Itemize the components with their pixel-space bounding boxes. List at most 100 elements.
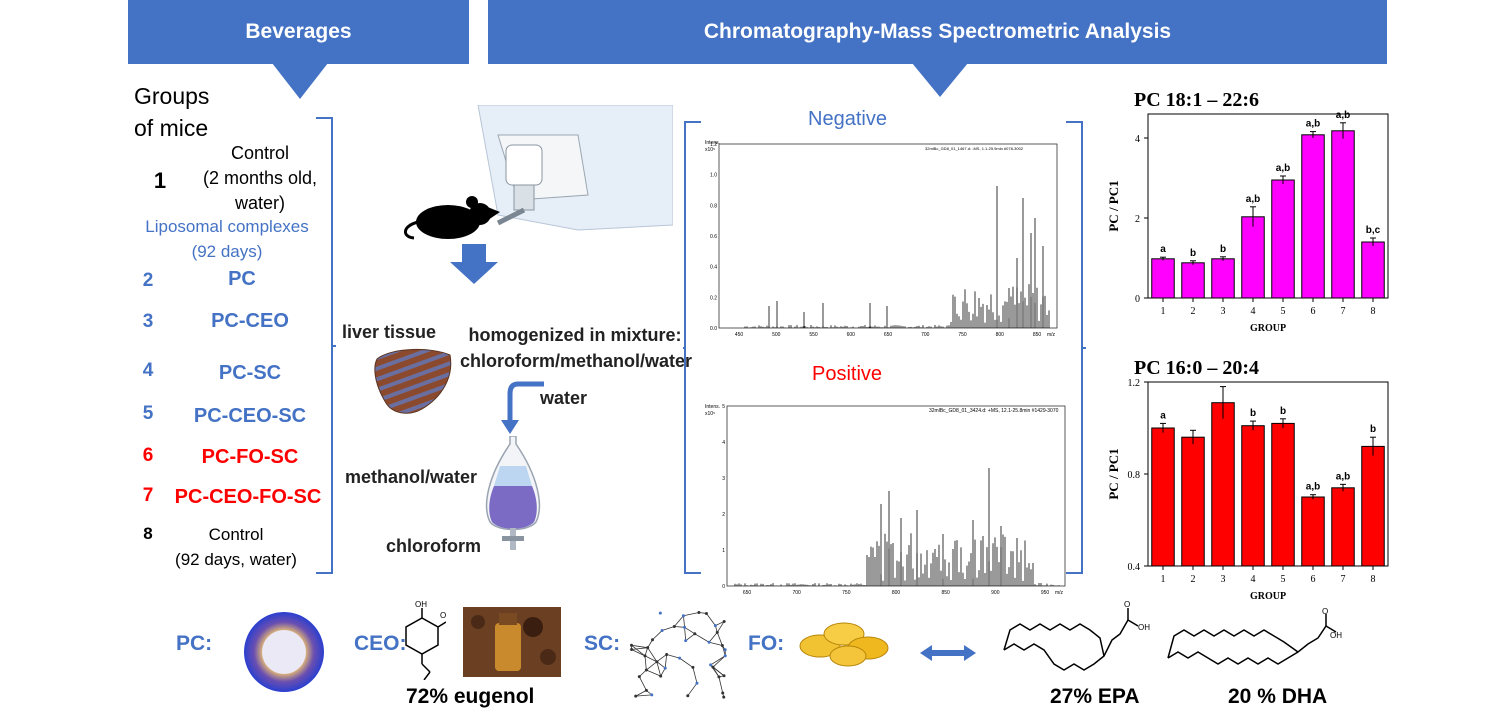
neg-xtick-label: 550 bbox=[809, 332, 818, 338]
chart-1-xtick-label: 6 bbox=[1311, 306, 1316, 317]
group-3-number: 3 bbox=[142, 311, 154, 332]
sc-atom bbox=[660, 629, 664, 633]
group-6-number: 6 bbox=[142, 445, 154, 466]
chart-2-xlabel: GROUP bbox=[1250, 591, 1286, 602]
epa-percent-label: 27% EPA bbox=[1050, 685, 1140, 708]
group-4-number: 4 bbox=[142, 360, 154, 381]
chart-2-xtick-label: 7 bbox=[1341, 574, 1346, 585]
sc-bond bbox=[639, 669, 647, 677]
sc-atom bbox=[711, 665, 715, 669]
sc-bond bbox=[647, 647, 658, 662]
sc-atom bbox=[715, 630, 719, 634]
sc-bond bbox=[687, 682, 698, 696]
analysis-title: Chromatography-Mass Spectrometric Analys… bbox=[703, 20, 1172, 43]
chart-2-xtick-label: 4 bbox=[1251, 574, 1256, 585]
chart-1-bar bbox=[1241, 216, 1265, 299]
sc-bond bbox=[683, 615, 685, 628]
water-bottle-image bbox=[477, 105, 673, 231]
group-5-label: PC-CEO-SC bbox=[193, 405, 307, 427]
chart-1-annotation: b,c bbox=[1366, 225, 1381, 236]
chart-1-ylabel: PC / PC1 bbox=[1106, 180, 1121, 231]
sc-atom bbox=[697, 611, 701, 615]
ceo-bottom-label: CEO: bbox=[354, 632, 407, 655]
chart-2-bar bbox=[1181, 436, 1205, 567]
sc-bond bbox=[661, 626, 675, 631]
pos-xtick-label: 850 bbox=[941, 590, 950, 596]
chart-1-annotation: b bbox=[1190, 248, 1196, 259]
sc-atom bbox=[709, 663, 713, 667]
chart-2-xtick-label: 3 bbox=[1221, 574, 1226, 585]
sc-bond bbox=[646, 661, 658, 671]
spectra-bracket-right bbox=[1066, 121, 1086, 574]
sc-bond bbox=[694, 633, 710, 643]
sc-atom bbox=[717, 675, 721, 679]
sc-bond bbox=[673, 615, 684, 627]
sc-atom bbox=[721, 691, 725, 695]
dha-o: O bbox=[1322, 608, 1328, 616]
neg-xtick-label: 450 bbox=[735, 332, 744, 338]
pos-header-label: 32mlBc_GD8_01_3424.d: +MS, 12.1-25.8min … bbox=[929, 408, 1059, 414]
chart-1-bar bbox=[1151, 258, 1175, 299]
positive-label: Positive bbox=[812, 363, 883, 385]
sc-atom bbox=[650, 693, 654, 697]
pos-xtick-label: 700 bbox=[792, 590, 801, 596]
chart-2-xtick-label: 6 bbox=[1311, 574, 1316, 585]
sc-atom bbox=[646, 646, 650, 650]
neg-ytick-label: 0.0 bbox=[710, 326, 717, 332]
neg-xtick-label: 850 bbox=[1033, 332, 1042, 338]
sc-atom bbox=[637, 675, 641, 679]
pos-ytick-label: 0 bbox=[722, 584, 725, 590]
chart-1-ytick-label: 0 bbox=[1135, 294, 1140, 305]
neg-ytick-label: 0.6 bbox=[710, 234, 717, 240]
group-3-label: PC-CEO bbox=[211, 310, 289, 332]
pos-ytick-label: 2 bbox=[722, 512, 725, 518]
dha-percent-label: 20 % DHA bbox=[1228, 685, 1328, 708]
sc-bond bbox=[685, 633, 696, 641]
homogenized-label: homogenized in mixture: chloroform/metha… bbox=[460, 325, 693, 371]
sc-atom bbox=[658, 611, 662, 615]
fish-oil-capsules-image bbox=[799, 622, 889, 667]
chart-1-ytick-label: 2 bbox=[1135, 214, 1140, 225]
sc-bond bbox=[631, 649, 646, 657]
sc-atom bbox=[722, 619, 726, 623]
sc-bond bbox=[656, 661, 666, 669]
chart-2-bar bbox=[1301, 496, 1325, 567]
chart-2-ytick-label: 1.2 bbox=[1128, 378, 1141, 389]
chart-1-xtick-label: 3 bbox=[1221, 306, 1226, 317]
group-7-number: 7 bbox=[142, 485, 154, 506]
chart-1-bar bbox=[1361, 241, 1385, 299]
beverages-title: Beverages bbox=[245, 20, 352, 43]
neg-header-label: 32mlBc_GD8_01_1467.d: -MS, 1.1-25.9min #… bbox=[925, 146, 1024, 151]
chart-2-bar bbox=[1151, 427, 1175, 567]
group-2-number: 2 bbox=[142, 270, 154, 291]
separatory-funnel-image bbox=[485, 436, 541, 550]
sc-bond bbox=[635, 694, 652, 697]
sc-bond bbox=[652, 630, 663, 641]
sc-bottom-label: SC: bbox=[584, 632, 621, 655]
liver-image bbox=[374, 348, 452, 414]
neg-mz-label: m/z bbox=[1047, 332, 1056, 338]
sc-bond bbox=[664, 654, 668, 669]
sc-atom bbox=[681, 614, 685, 618]
neg-ytick-label: 0.8 bbox=[710, 203, 717, 209]
sc-bond bbox=[712, 655, 726, 668]
sc-bond bbox=[635, 690, 647, 697]
chart-1-bar bbox=[1301, 134, 1325, 299]
chart-1-xtick-label: 2 bbox=[1191, 306, 1196, 317]
sc-bond bbox=[684, 626, 696, 635]
pos-xtick-label: 950 bbox=[1041, 590, 1050, 596]
sc-bond bbox=[644, 655, 647, 671]
sc-bond bbox=[674, 626, 685, 628]
group-1-label: Control (2 months old, water) bbox=[202, 143, 318, 213]
sc-atom bbox=[722, 674, 726, 678]
pc-18-1-22-6-chart: PC 18:1 – 22:6 0 2 4 PC / PC1 GROUP a 1 b 2 b 3 a,b 4… bbox=[1106, 89, 1389, 334]
neg-exp-label: x10⁵ bbox=[705, 147, 715, 153]
sc-bond bbox=[656, 654, 667, 663]
pos-ytick-label: 1 bbox=[722, 548, 725, 554]
neg-xtick-label: 500 bbox=[772, 332, 781, 338]
clove-oil-image bbox=[463, 607, 561, 677]
pos-ytick-label: 5 bbox=[722, 404, 725, 410]
liposomal-label: Liposomal complexes (92 days) bbox=[145, 217, 309, 261]
chart-2-bar bbox=[1361, 445, 1385, 567]
pos-ytick-label: 4 bbox=[722, 440, 725, 446]
